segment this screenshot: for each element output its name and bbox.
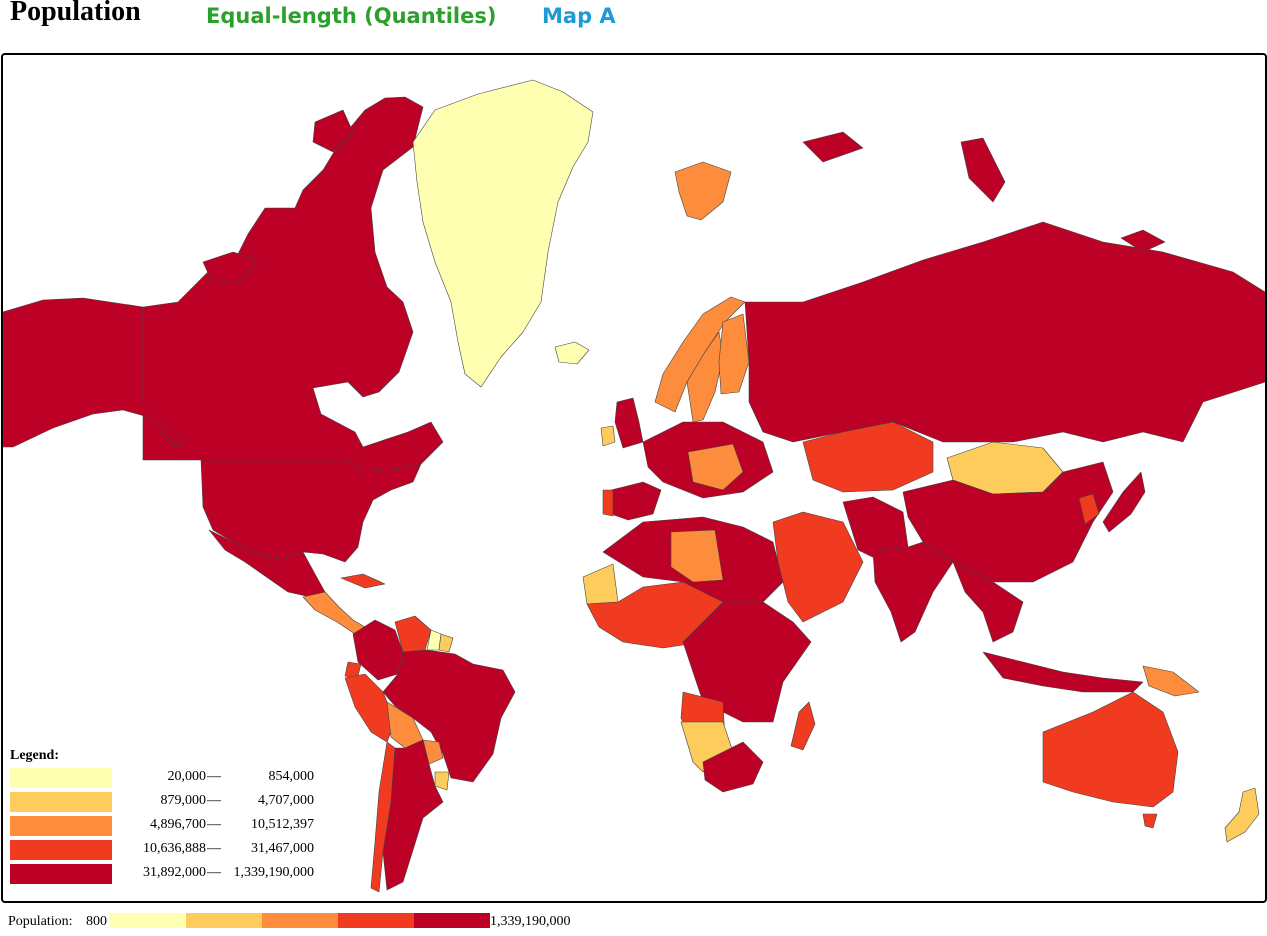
scale-gradient: [110, 913, 490, 928]
region-iceland[interactable]: [554, 341, 590, 365]
classification-method-link[interactable]: Equal-length (Quantiles): [206, 4, 497, 28]
region-russia-island[interactable]: [960, 137, 1006, 203]
region-venezuela[interactable]: [394, 615, 432, 653]
map-name-link[interactable]: Map A: [542, 4, 616, 28]
region-finland[interactable]: [718, 313, 750, 395]
legend-dash: —: [207, 793, 221, 808]
region-alaska[interactable]: [3, 297, 184, 449]
region-kazakhstan[interactable]: [802, 421, 934, 493]
legend-swatch: [10, 768, 112, 789]
region-india[interactable]: [872, 541, 954, 643]
legend-dash: —: [207, 817, 221, 832]
scale-segment: [338, 913, 414, 928]
legend-swatch: [10, 840, 112, 861]
legend-high-value: 10,512,397: [251, 817, 314, 832]
region-central-europe[interactable]: [687, 443, 744, 491]
region-south-africa[interactable]: [702, 741, 764, 793]
legend-swatch: [10, 792, 112, 813]
legend-swatch: [10, 864, 112, 885]
legend-row: 31,892,000— 1,339,190,000: [10, 864, 314, 888]
world-map[interactable]: [3, 55, 1265, 901]
region-argentina[interactable]: [382, 739, 444, 891]
scale-segment: [414, 913, 490, 928]
region-canada-arctic-island[interactable]: [312, 109, 354, 153]
region-tasmania[interactable]: [1142, 813, 1158, 829]
legend: Legend: 20,000—854,000 879,000—4,707,000 4…: [10, 748, 314, 888]
region-svalbard[interactable]: [674, 161, 732, 221]
region-middle-east[interactable]: [772, 511, 864, 623]
region-spain[interactable]: [610, 481, 662, 521]
region-japan[interactable]: [1102, 471, 1146, 533]
legend-low-value: 879,000: [160, 793, 207, 808]
region-korea[interactable]: [1078, 493, 1100, 525]
region-canada[interactable]: [142, 96, 444, 493]
legend-low-value: 31,892,000: [143, 865, 206, 880]
legend-row: 4,896,700— 10,512,397: [10, 816, 314, 840]
map-title: Population: [10, 0, 141, 27]
region-russia-island[interactable]: [802, 131, 864, 163]
region-new-zealand[interactable]: [1224, 787, 1260, 843]
legend-dash: —: [207, 841, 221, 856]
legend-high-value: 4,707,000: [258, 793, 314, 808]
legend-dash: —: [207, 865, 221, 880]
region-australia[interactable]: [1042, 691, 1179, 808]
region-united-kingdom[interactable]: [614, 397, 644, 449]
region-mauritania[interactable]: [582, 563, 619, 605]
scale-segment: [110, 913, 186, 928]
region-central-america[interactable]: [302, 591, 366, 635]
region-russia[interactable]: [744, 221, 1265, 443]
scale-segment: [262, 913, 338, 928]
legend-low-value: 4,896,700: [150, 817, 206, 832]
legend-row: 20,000— 854,000: [10, 768, 314, 792]
scale-segment: [186, 913, 262, 928]
region-russia-island[interactable]: [1120, 229, 1166, 253]
region-indonesia[interactable]: [982, 651, 1144, 693]
legend-high-value: 31,467,000: [251, 841, 314, 856]
legend-high-value: 854,000: [268, 769, 315, 784]
scale-min: 800: [86, 914, 107, 929]
region-ireland[interactable]: [600, 425, 616, 447]
region-southeast-asia[interactable]: [952, 561, 1024, 643]
legend-rows: 20,000—854,000 879,000—4,707,000 4,896,700…: [10, 768, 314, 888]
legend-high-value: 1,339,190,000: [233, 865, 315, 880]
legend-swatch: [10, 816, 112, 837]
region-papua-new-guinea[interactable]: [1142, 665, 1200, 697]
region-canada-arctic-island[interactable]: [202, 251, 259, 285]
legend-title: Legend:: [10, 748, 59, 763]
legend-low-value: 20,000: [167, 769, 207, 784]
scale-max: 1,339,190,000: [490, 914, 571, 929]
region-madagascar[interactable]: [790, 701, 816, 751]
region-portugal[interactable]: [602, 489, 614, 517]
region-colombia[interactable]: [352, 619, 404, 681]
region-greenland[interactable]: [412, 79, 594, 388]
region-libya[interactable]: [670, 529, 724, 583]
region-cuba[interactable]: [340, 573, 386, 589]
region-uruguay[interactable]: [434, 771, 450, 791]
legend-dash: —: [207, 769, 221, 784]
legend-row: 879,000— 4,707,000: [10, 792, 314, 816]
legend-low-value: 10,636,888: [143, 841, 206, 856]
region-suriname[interactable]: [438, 633, 454, 653]
map-frame[interactable]: [1, 53, 1267, 903]
scale-label: Population:: [8, 914, 73, 929]
region-sweden[interactable]: [686, 331, 724, 423]
legend-row: 10,636,888— 31,467,000: [10, 840, 314, 864]
